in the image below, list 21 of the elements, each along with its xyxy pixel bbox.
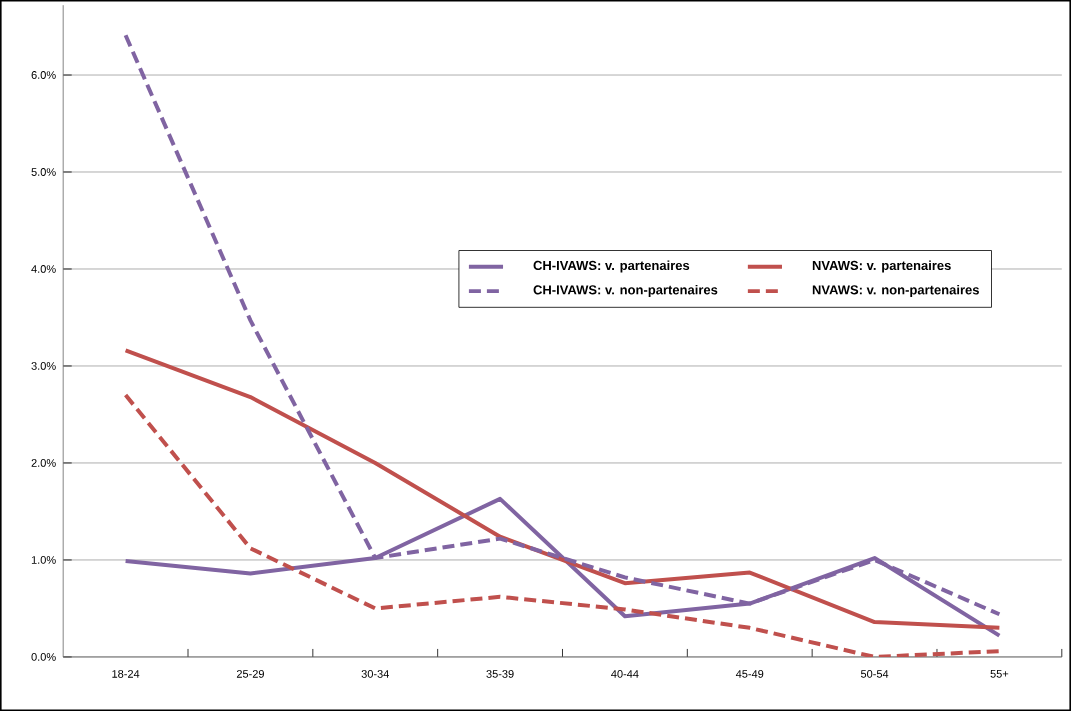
- x-tick-label: 18-24: [112, 669, 140, 678]
- x-tick-label: 55+: [990, 669, 1009, 678]
- y-tick-label: 1.0%: [31, 556, 56, 564]
- line-series: [123, 348, 1002, 630]
- line-series: [123, 393, 1002, 657]
- y-tick-label: 2.0%: [31, 459, 56, 467]
- x-tick-label: 30-34: [361, 669, 389, 678]
- y-tick-label: 5.0%: [31, 168, 56, 176]
- legend-label: CH-IVAWS: v. partenaires: [533, 260, 690, 273]
- x-tick-label: 25-29: [236, 669, 264, 678]
- y-tick-label: 4.0%: [31, 265, 56, 273]
- legend-label: NVAWS: v. partenaires: [812, 260, 951, 273]
- legend-label: NVAWS: v. non-partenaires: [812, 284, 979, 297]
- y-tick-label: 6.0%: [31, 71, 56, 79]
- x-tick-label: 45-49: [735, 669, 764, 678]
- y-tick-label: 0.0%: [31, 652, 56, 661]
- x-tick-label: 35-39: [486, 669, 514, 678]
- y-tick-label: 3.0%: [31, 362, 56, 370]
- x-tick-label: 50-54: [860, 669, 889, 678]
- legend-label: CH-IVAWS: v. non-partenaires: [533, 284, 718, 297]
- x-tick-label: 40-44: [611, 669, 639, 678]
